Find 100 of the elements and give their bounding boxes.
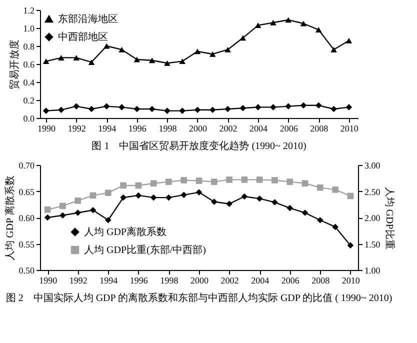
point — [286, 204, 294, 212]
x-tick-label: 2002 — [220, 276, 239, 286]
point — [164, 108, 170, 114]
y2-tick-label: 2.50 — [364, 186, 381, 197]
point — [302, 210, 308, 216]
y-tick-label: 0.8 — [23, 42, 35, 52]
x-tick-label: 1996 — [130, 276, 148, 286]
point — [74, 210, 82, 216]
x-tick-label: 2008 — [312, 276, 330, 286]
legend-label: 人均 GDP离散系数 — [84, 226, 167, 238]
point — [209, 106, 216, 114]
text: 图 1 中国省区贸易开放度变化趋势 (1990~ 2010) — [92, 140, 306, 152]
point — [347, 242, 354, 248]
point — [104, 190, 112, 196]
point — [346, 38, 352, 44]
point — [74, 198, 82, 204]
x-tick-label: 2004 — [251, 276, 270, 286]
point — [300, 102, 307, 109]
y-tick-label: 0.60 — [18, 213, 35, 223]
x-tick-label: 2010 — [342, 276, 360, 286]
point — [224, 106, 231, 112]
point — [179, 108, 186, 114]
x-tick-label: 2004 — [250, 124, 268, 134]
point — [103, 103, 110, 110]
point — [315, 102, 322, 109]
point — [286, 178, 294, 185]
point — [285, 103, 292, 110]
legend-label: 人均 GDP比重(东部/中西部) — [84, 244, 206, 256]
point — [135, 182, 142, 189]
point — [44, 214, 51, 221]
point — [118, 46, 125, 52]
y-axis-title: 人均 GDP 离散系数 — [4, 176, 16, 260]
x-tick-label: 2010 — [340, 124, 359, 134]
point — [135, 192, 142, 199]
point — [316, 216, 324, 224]
y2-tick-label: 1.00 — [364, 266, 381, 276]
point — [272, 199, 278, 206]
point — [179, 58, 186, 64]
x-tick-label: 1994 — [100, 276, 118, 286]
point — [330, 106, 337, 112]
point — [254, 104, 262, 110]
point — [270, 104, 276, 110]
x-tick-label: 2000 — [188, 124, 208, 134]
y-tick-label: 1.2 — [23, 6, 34, 16]
point — [285, 17, 292, 23]
y-tick-label: 0.55 — [18, 239, 35, 250]
point — [272, 177, 278, 184]
point — [104, 216, 112, 224]
x-tick-label: 2000 — [190, 276, 209, 286]
point — [150, 180, 157, 187]
point — [224, 46, 231, 52]
x-tick-label: 2002 — [219, 124, 238, 134]
point — [88, 59, 95, 65]
y-tick-label: 0.65 — [18, 186, 35, 197]
point — [210, 198, 218, 205]
x-tick-label: 1998 — [160, 276, 179, 286]
point — [73, 54, 80, 60]
y-tick-label: 0.2 — [23, 96, 34, 106]
point — [316, 184, 324, 191]
x-tick-label: 1996 — [128, 124, 147, 134]
y-axis-title: 贸易开放度 — [8, 40, 20, 90]
x-tick-label: 1998 — [158, 124, 178, 134]
point — [256, 195, 263, 202]
point — [118, 104, 125, 110]
point — [194, 48, 201, 54]
point — [196, 178, 202, 184]
point — [164, 60, 170, 66]
y2-tick-label: 3.00 — [364, 160, 381, 170]
point — [60, 212, 66, 219]
point — [42, 108, 50, 114]
point — [58, 106, 64, 114]
point — [346, 104, 352, 110]
y-tick-label: 0.6 — [23, 60, 35, 70]
x-tick-label: 2008 — [310, 124, 329, 134]
legend-label: 中西部地区 — [58, 31, 108, 43]
x-tick-label: 1990 — [39, 276, 58, 286]
point — [347, 192, 354, 200]
y-tick-label: 0.4 — [23, 78, 35, 88]
point — [226, 200, 232, 208]
point — [73, 103, 80, 110]
point — [209, 51, 216, 57]
x-tick-label: 2006 — [280, 124, 298, 134]
point — [90, 206, 96, 214]
x-tick-label: 2006 — [281, 276, 300, 286]
text: 图 2 中国实际人均 GDP 的离散系数和东部与中西部人均实际 GDP 的比值 ( 1990~ 2010) — [6, 292, 392, 304]
point — [210, 178, 218, 185]
point — [332, 224, 338, 230]
x-tick-label: 1992 — [68, 124, 86, 134]
point — [134, 106, 140, 112]
point — [240, 35, 246, 41]
point — [241, 176, 248, 183]
point — [42, 58, 50, 64]
point — [44, 206, 51, 213]
point — [330, 46, 337, 52]
y2-tick-label: 1.50 — [364, 239, 381, 250]
point — [103, 43, 110, 49]
point — [241, 193, 248, 200]
point — [180, 177, 188, 184]
point — [166, 178, 172, 185]
point — [226, 176, 232, 183]
